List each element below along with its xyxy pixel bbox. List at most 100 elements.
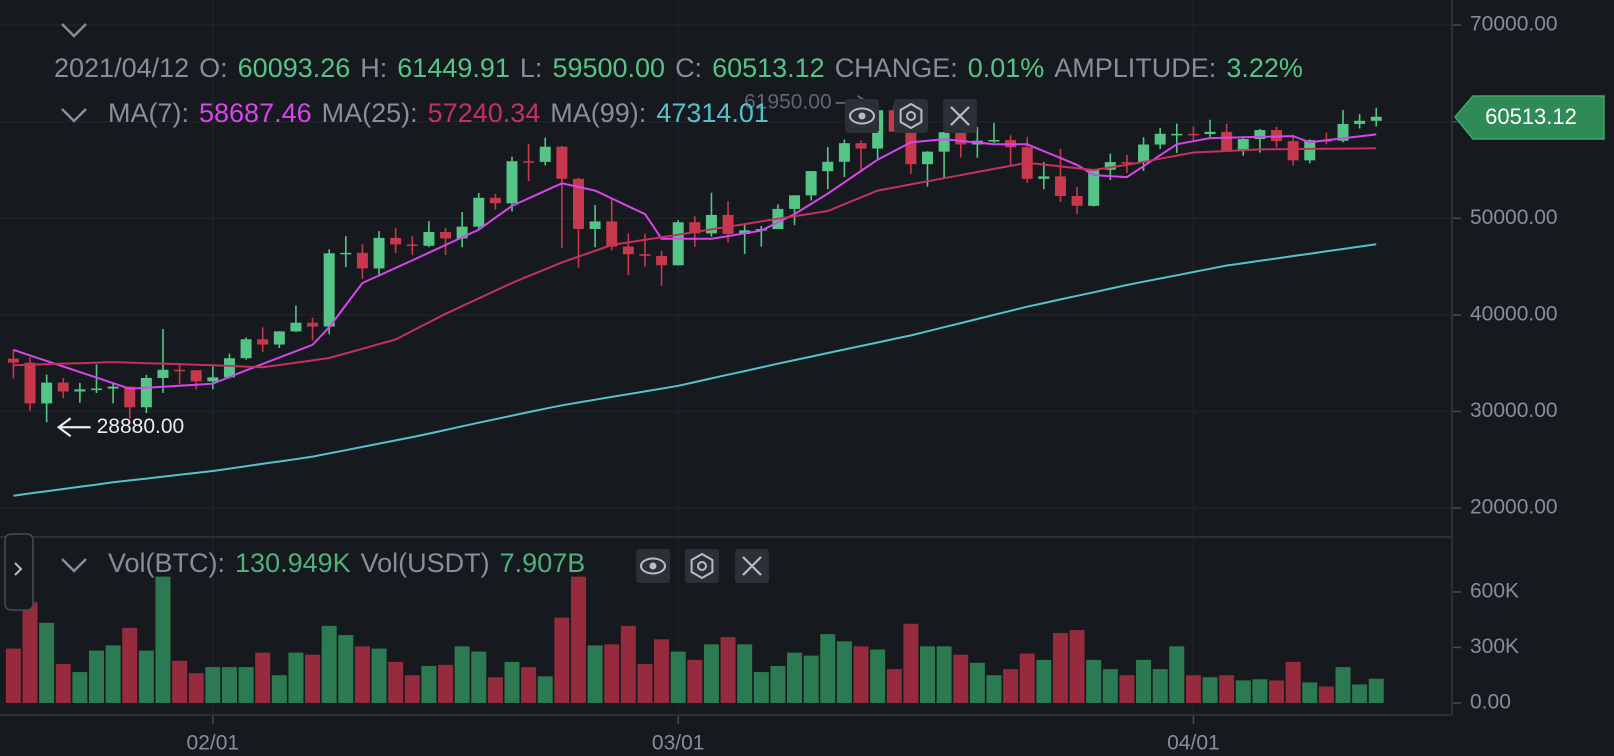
close-icon: [950, 106, 970, 126]
eye-icon: [849, 107, 875, 125]
header-key: H:: [360, 53, 388, 83]
close-icon: [742, 556, 762, 576]
candle-body: [1121, 162, 1133, 164]
candle-body: [789, 195, 801, 209]
volume-bar: [1169, 646, 1185, 703]
ma-line: [13, 243, 1377, 497]
candle-body: [1354, 120, 1366, 124]
header-key: O:: [199, 53, 228, 83]
header-value: 60093.26: [237, 53, 351, 83]
volume-bar: [570, 576, 586, 703]
candle-body: [988, 140, 1000, 142]
volume-bar: [138, 650, 154, 703]
candle-body: [705, 214, 717, 234]
candle-body: [340, 252, 352, 255]
close-button[interactable]: [943, 99, 977, 133]
candle-body: [456, 226, 468, 239]
header-date: 2021/04/12: [54, 53, 190, 83]
candle-body: [1138, 144, 1150, 163]
volume-bar: [55, 663, 71, 703]
min-annotation: 28880.00: [97, 415, 185, 438]
eye-button[interactable]: [636, 549, 670, 583]
volume-bar: [1036, 659, 1052, 703]
candle-body: [107, 386, 119, 389]
volume-bar: [487, 677, 503, 703]
candle-body: [1254, 130, 1266, 140]
candle-body: [905, 131, 917, 165]
eye-icon: [640, 557, 666, 575]
candle-body: [323, 253, 335, 327]
y-tick-label: 300K: [1470, 635, 1519, 658]
volume-bar: [670, 651, 686, 703]
eye-button[interactable]: [845, 99, 879, 133]
collapse-chevron[interactable]: [61, 108, 87, 123]
candle-body: [589, 221, 601, 229]
header-key: AMPLITUDE:: [1054, 53, 1217, 83]
y-tick-label: 40000.00: [1470, 302, 1558, 325]
volume-bar: [1318, 686, 1334, 703]
settings-button[interactable]: [894, 99, 928, 133]
candle-body: [722, 214, 734, 234]
volume-bar: [1269, 680, 1285, 703]
collapse-chevron[interactable]: [61, 558, 87, 573]
sidebar-toggle-arrow: [14, 562, 23, 576]
close-button[interactable]: [735, 549, 769, 583]
y-tick-label: 30000.00: [1470, 399, 1558, 422]
y-tick-label: 600K: [1470, 580, 1519, 603]
volume-bar: [554, 617, 570, 703]
volume-bar: [936, 646, 952, 703]
candle-body: [656, 255, 668, 266]
candle-body: [174, 369, 186, 372]
volume-legend-key: Vol(BTC):: [108, 548, 226, 578]
candle-body: [955, 132, 967, 145]
volume-bar: [587, 645, 603, 703]
candle-body: [1304, 140, 1316, 161]
volume-bar: [421, 665, 437, 703]
candle-body: [1237, 139, 1249, 151]
candle-body: [91, 388, 102, 391]
candle-body: [307, 322, 319, 327]
candle-body: [938, 132, 950, 152]
candle-body: [207, 377, 219, 382]
volume-bar: [1152, 669, 1168, 703]
collapse-chevron[interactable]: [61, 23, 87, 38]
volume-bar: [221, 667, 237, 703]
min-arrow: [56, 417, 91, 438]
y-tick-label: 70000.00: [1470, 13, 1558, 36]
candle-body: [390, 237, 402, 245]
volume-bar: [205, 667, 221, 703]
settings-button[interactable]: [685, 549, 719, 583]
volume-legend-key: Vol(USDT): [360, 548, 490, 578]
volume-bar: [1202, 677, 1218, 703]
volume-bar: [986, 675, 1002, 703]
volume-legend-value: 130.949K: [235, 548, 351, 578]
x-tick-label: 02/01: [187, 732, 240, 755]
ohlc-header: 2021/04/12 O: 60093.26 H: 61449.91 L: 59500.0…: [54, 53, 1313, 84]
candle-body: [440, 232, 452, 239]
volume-bar: [620, 625, 636, 703]
settings-icon: [690, 552, 714, 580]
volume-bar: [438, 664, 454, 703]
volume-bar: [1086, 659, 1102, 703]
volume-bar: [271, 675, 287, 703]
volume-bar: [22, 602, 38, 703]
volume-bar: [687, 659, 703, 703]
y-tick-label: 0.00: [1470, 691, 1511, 714]
volume-bar: [1302, 682, 1318, 703]
ma-legend-key: MA(7):: [108, 98, 189, 128]
volume-bar: [537, 676, 553, 703]
volume-bar: [39, 622, 55, 703]
x-tick-label: 04/01: [1167, 732, 1220, 755]
volume-bar: [5, 648, 21, 703]
volume-bar: [604, 644, 620, 703]
volume-bar: [1368, 678, 1384, 703]
candle-body: [556, 146, 568, 179]
volume-bar: [1052, 633, 1068, 703]
candle-body: [223, 358, 235, 378]
ma-legend-value: 47314.01: [656, 98, 769, 128]
volume-bar: [454, 646, 470, 703]
candle-body: [473, 197, 485, 227]
candle-body: [1088, 169, 1100, 206]
volume-bar: [89, 650, 104, 703]
